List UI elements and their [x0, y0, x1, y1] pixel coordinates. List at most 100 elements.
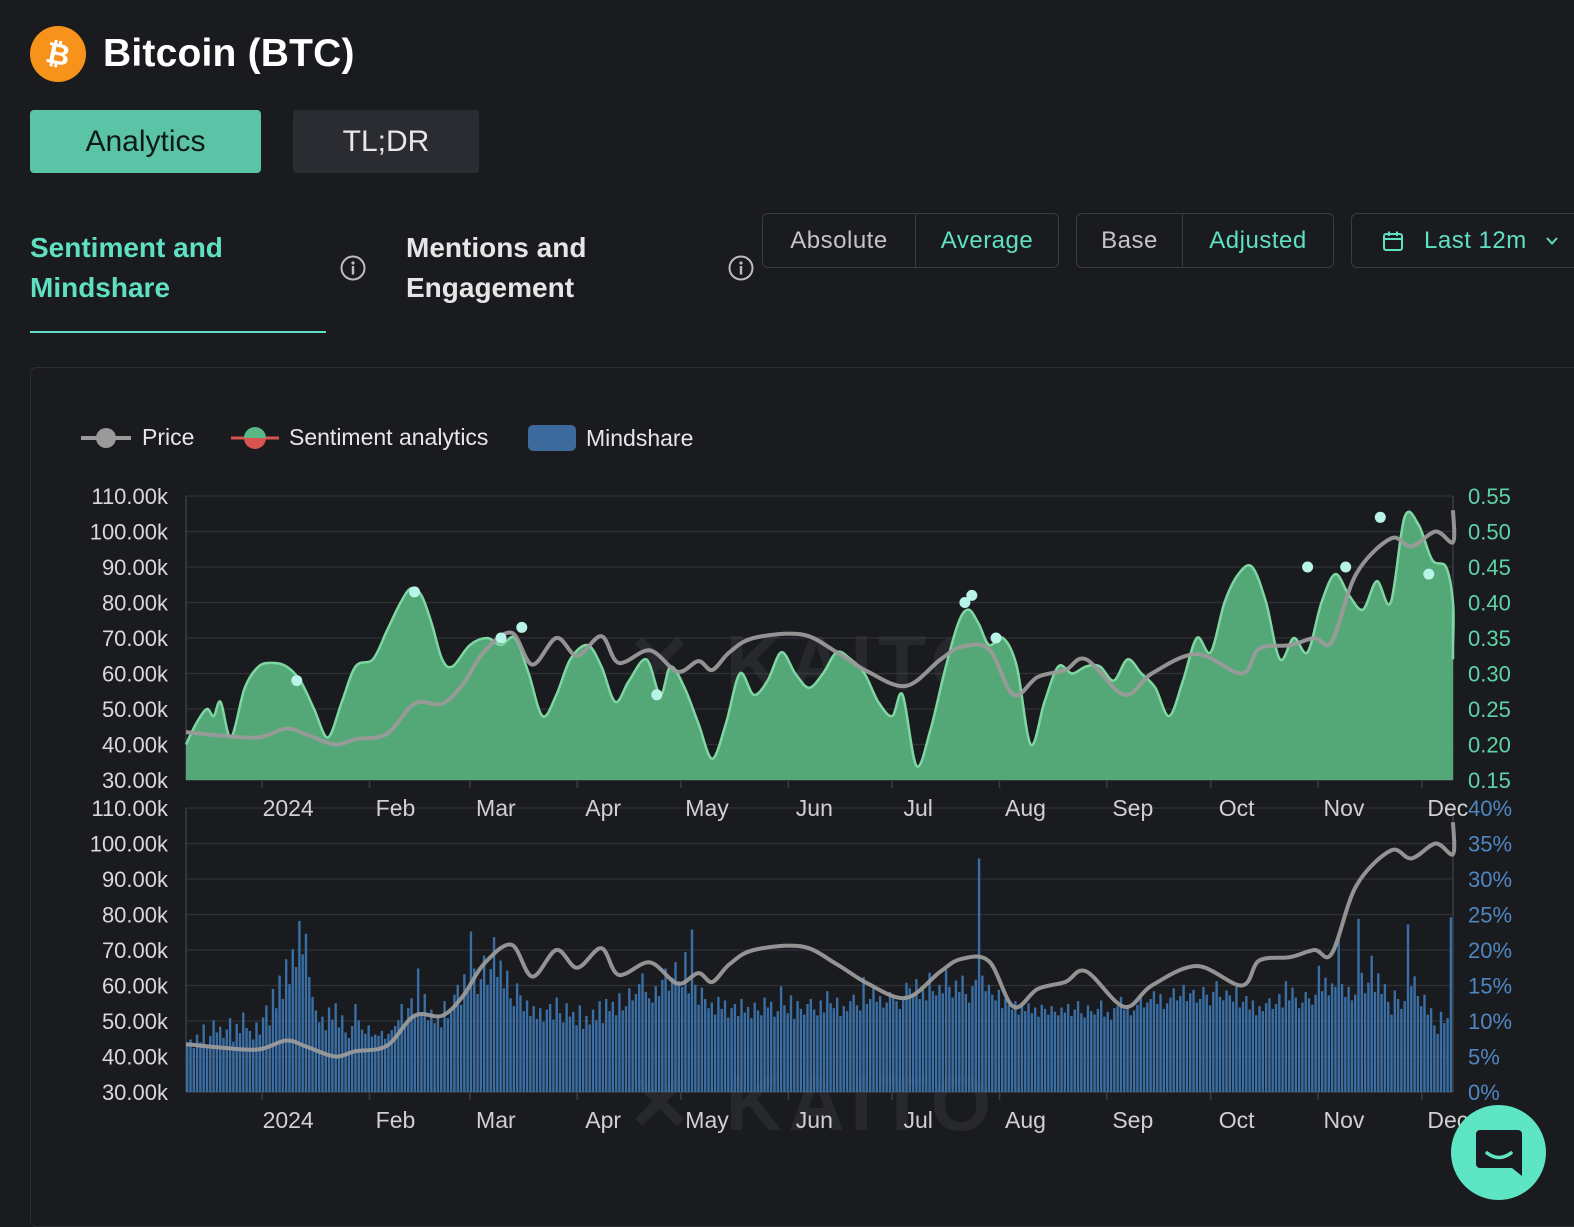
- mindshare-bar: [377, 1035, 380, 1092]
- mindshare-bar: [1436, 1033, 1439, 1092]
- info-icon[interactable]: [728, 255, 754, 281]
- chevron-down-icon: [1545, 236, 1558, 245]
- mindshare-bar: [1380, 994, 1383, 1092]
- legend-price[interactable]: Price: [81, 424, 194, 451]
- mindshare-bar: [918, 999, 921, 1092]
- legend-sentiment[interactable]: Sentiment analytics: [231, 424, 488, 451]
- mindshare-bar: [327, 1007, 331, 1092]
- x-tick-label: Mar: [476, 1107, 516, 1133]
- mindshare-bar: [1073, 1009, 1076, 1092]
- mindshare-bar: [1367, 982, 1370, 1092]
- base-option[interactable]: Base: [1101, 226, 1158, 254]
- mindshare-bar: [898, 1008, 902, 1092]
- legend-label: Sentiment analytics: [289, 424, 489, 450]
- mindshare-bar: [1291, 987, 1294, 1092]
- mindshare-bar: [836, 997, 839, 1092]
- mindshare-bar: [255, 1022, 258, 1092]
- mindshare-bar: [473, 968, 476, 1092]
- mindshare-bar: [756, 1010, 760, 1092]
- sentiment-highlight-dot: [1302, 561, 1314, 573]
- mindshare-bar: [1258, 1006, 1261, 1092]
- sentiment-highlight-dot: [291, 675, 303, 687]
- mindshare-bar: [647, 998, 651, 1092]
- mindshare-bar: [1327, 995, 1330, 1092]
- absolute-option[interactable]: Absolute: [790, 226, 888, 254]
- legend-label: Mindshare: [586, 424, 694, 451]
- mindshare-bar: [1010, 1009, 1014, 1092]
- mindshare-bar: [783, 1005, 786, 1092]
- mindshare-bar: [423, 994, 426, 1092]
- adjusted-option[interactable]: Adjusted: [1182, 214, 1333, 267]
- mindshare-bar: [466, 991, 469, 1092]
- mindshare-bar: [410, 998, 413, 1092]
- mindshare-bar: [502, 988, 506, 1092]
- x-tick-label: Jul: [903, 1107, 932, 1133]
- mindshare-bar: [522, 1011, 525, 1092]
- legend-mindshare[interactable]: Mindshare: [528, 424, 693, 452]
- tab-tldr[interactable]: TL;DR: [293, 110, 479, 173]
- price-legend-marker: [81, 427, 131, 448]
- mindshare-bar: [548, 1004, 552, 1092]
- mindshare-bar: [568, 1016, 572, 1092]
- mindshare-bar: [1175, 1000, 1179, 1092]
- sentiment-highlight-dot: [495, 632, 507, 644]
- tab-mentions-engagement[interactable]: Mentions and Engagement: [406, 228, 586, 308]
- mindshare-bar: [562, 1022, 565, 1092]
- mindshare-bar: [529, 1016, 532, 1092]
- y-left-tick-label: 50.00k: [102, 1009, 169, 1034]
- y-left-tick-label: 60.00k: [102, 974, 169, 999]
- mindshare-bar: [1235, 986, 1238, 1092]
- mindshare-bar: [753, 1002, 756, 1092]
- mindshare-bar: [1129, 1015, 1133, 1092]
- mindshare-bar: [1076, 1001, 1080, 1092]
- mindshare-bar: [948, 986, 951, 1092]
- mindshare-bar: [532, 1006, 535, 1092]
- mindshare-bar: [723, 1000, 727, 1092]
- mindshare-bar: [981, 975, 984, 1092]
- mindshare-bar: [1225, 990, 1228, 1092]
- mindshare-bar: [492, 937, 496, 1092]
- x-tick-label: Nov: [1324, 1107, 1365, 1133]
- price-line-bottom: [185, 822, 1457, 1059]
- mindshare-bar: [1403, 1001, 1406, 1092]
- y-right-tick-label: 35%: [1468, 832, 1512, 857]
- mindshare-bar: [354, 1004, 357, 1092]
- mindshare-bar: [205, 1045, 209, 1092]
- mindshare-bar: [1443, 1023, 1446, 1092]
- tab-analytics[interactable]: Analytics: [30, 110, 261, 173]
- mindshare-bar: [374, 1034, 377, 1092]
- mindshare-bar: [512, 1006, 516, 1092]
- mindshare-bar: [882, 1007, 885, 1092]
- x-tick-label: Jun: [796, 1107, 833, 1133]
- mindshare-bar: [1192, 989, 1195, 1092]
- chat-support-button[interactable]: [1451, 1105, 1546, 1200]
- mindshare-bar: [1307, 998, 1311, 1092]
- mindshare-bar: [789, 995, 793, 1092]
- mindshare-bar: [186, 1043, 189, 1092]
- mindshare-bar: [1165, 1003, 1169, 1093]
- mindshare-bar: [598, 1001, 601, 1092]
- mindshare-bar: [509, 998, 512, 1092]
- mindshare-bar: [905, 982, 908, 1092]
- mindshare-bar: [915, 979, 918, 1092]
- mindshare-bar: [1103, 1016, 1106, 1092]
- mindshare-bar: [1321, 991, 1324, 1092]
- mindshare-bar: [878, 996, 882, 1092]
- mindshare-bar: [707, 1008, 710, 1092]
- date-range-select[interactable]: Last 12m: [1351, 213, 1574, 268]
- tab-sentiment-mindshare[interactable]: Sentiment and Mindshare: [30, 228, 223, 308]
- average-option[interactable]: Average: [915, 214, 1058, 267]
- mindshare-bar: [552, 1019, 555, 1092]
- mindshare-bar: [984, 991, 987, 1092]
- mindshare-bar: [591, 1009, 595, 1092]
- mindshare-bar: [766, 1007, 770, 1092]
- mindshare-bar: [357, 1020, 360, 1092]
- y-right-tick-label: 0.30: [1468, 662, 1511, 687]
- mindshare-bar: [1281, 1007, 1284, 1092]
- mindshare-bar: [997, 989, 1001, 1092]
- mindshare-bar: [1400, 1008, 1403, 1092]
- mindshare-bar: [288, 984, 291, 1092]
- info-icon[interactable]: [340, 255, 366, 281]
- mindshare-bar: [961, 975, 964, 1092]
- mindshare-bar: [1030, 1013, 1034, 1092]
